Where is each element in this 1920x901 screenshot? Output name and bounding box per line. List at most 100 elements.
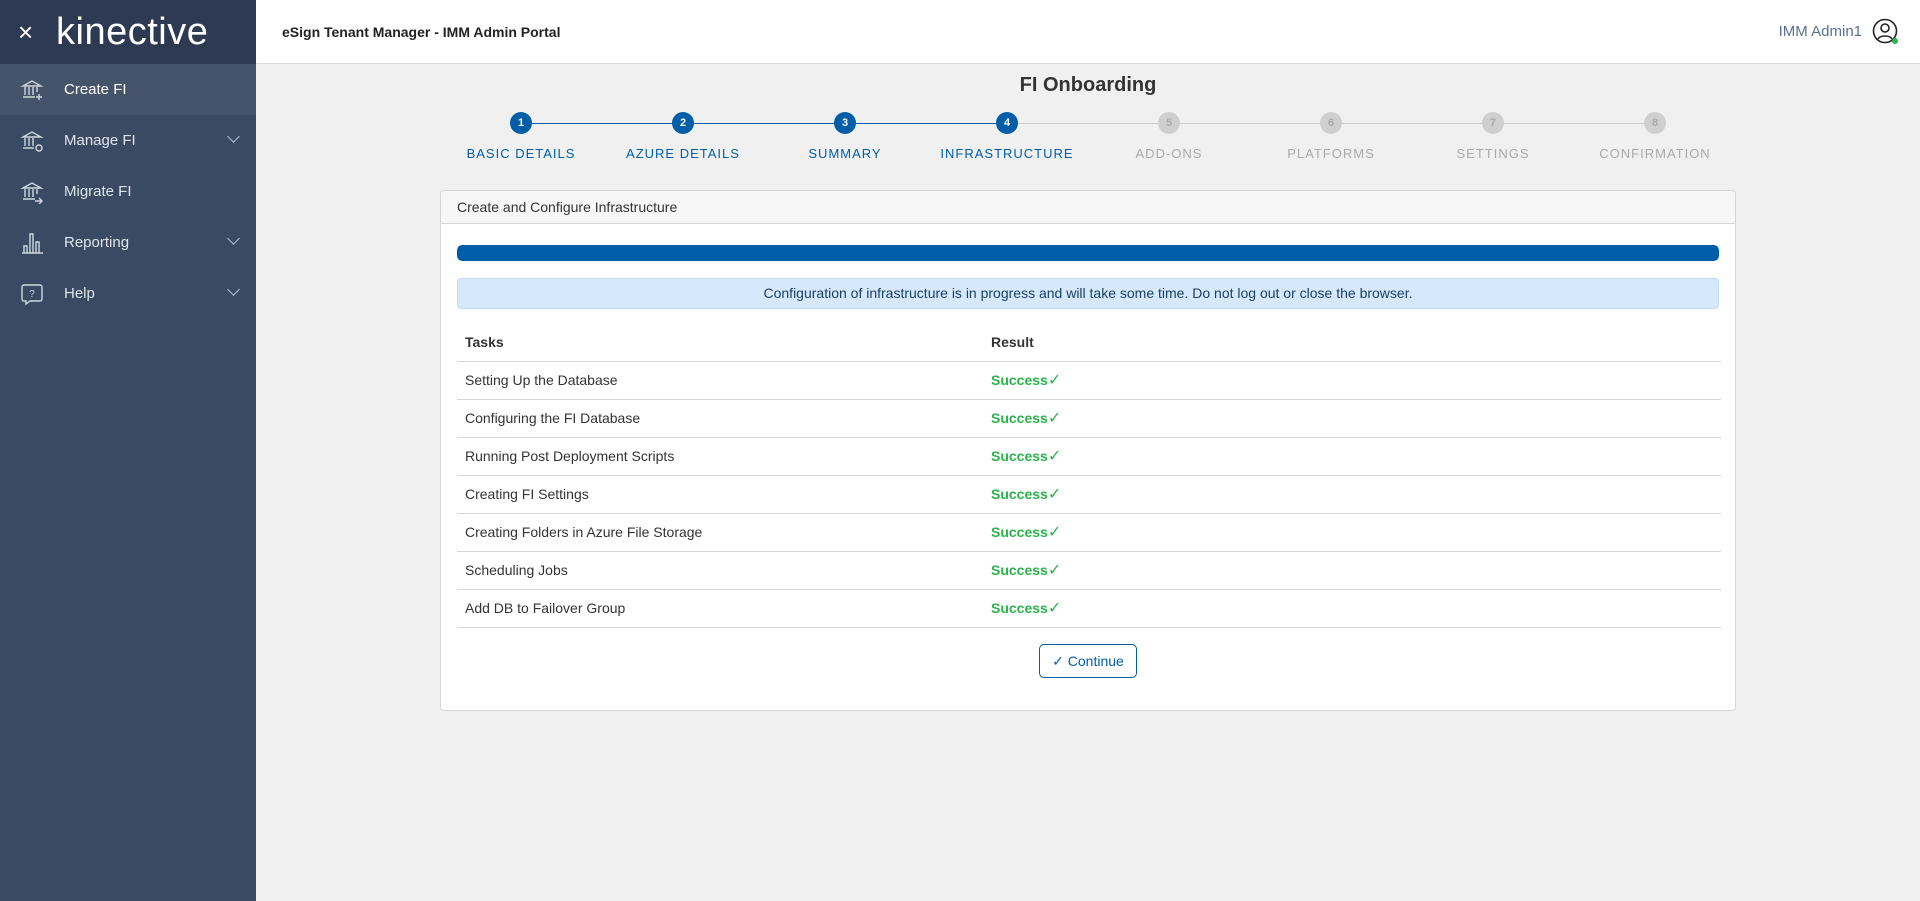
- step-number: 6: [1320, 112, 1342, 134]
- task-name: Scheduling Jobs: [457, 551, 983, 590]
- user-menu[interactable]: IMM Admin1: [1779, 18, 1898, 44]
- step-number: 4: [996, 112, 1018, 134]
- result-text: Success: [991, 600, 1048, 616]
- kinective-logo: kinective: [56, 10, 209, 53]
- step-settings[interactable]: 7 SETTINGS: [1412, 112, 1655, 161]
- task-name: Creating Folders in Azure File Storage: [457, 513, 983, 552]
- task-name: Add DB to Failover Group: [457, 589, 983, 628]
- task-result: Success✓: [983, 437, 1721, 476]
- table-row: Creating Folders in Azure File Storage Su…: [457, 513, 1721, 552]
- step-add-ons[interactable]: 5 ADD-ONS: [1088, 112, 1331, 161]
- step-number: 8: [1644, 112, 1666, 134]
- step-label: PLATFORMS: [1287, 146, 1375, 161]
- app-title: eSign Tenant Manager - IMM Admin Portal: [282, 23, 561, 40]
- bank-arrow-icon: [20, 181, 44, 204]
- logo-bar: × kinective: [0, 0, 256, 64]
- check-icon: ✓: [1047, 600, 1062, 617]
- step-connector: [1493, 123, 1655, 124]
- step-number: 3: [834, 112, 856, 134]
- user-avatar-icon[interactable]: [1872, 18, 1898, 44]
- step-number: 2: [672, 112, 694, 134]
- step-azure-details[interactable]: 2 AZURE DETAILS: [602, 112, 845, 161]
- table-row: Scheduling Jobs Success✓: [457, 551, 1721, 590]
- step-connector: [1169, 123, 1331, 124]
- check-icon: ✓: [1052, 652, 1068, 669]
- stepper: 1 BASIC DETAILS 2 AZURE DETAILS 3 SUMMARY 4 INF…: [440, 112, 1736, 161]
- table-row: Add DB to Failover Group Success✓: [457, 589, 1721, 628]
- result-text: Success: [991, 448, 1048, 464]
- continue-button[interactable]: ✓ Continue: [1039, 643, 1137, 678]
- result-text: Success: [991, 486, 1048, 502]
- step-confirmation[interactable]: 8 CONFIRMATION: [1574, 112, 1736, 161]
- check-icon: ✓: [1047, 448, 1062, 465]
- table-row: Running Post Deployment Scripts Success✓: [457, 437, 1721, 476]
- step-number: 5: [1158, 112, 1180, 134]
- task-result: Success✓: [983, 513, 1721, 552]
- user-name: IMM Admin1: [1778, 22, 1862, 40]
- bank-plus-icon: [20, 79, 44, 100]
- top-header: eSign Tenant Manager - IMM Admin Portal …: [256, 0, 1920, 64]
- chevron-down-icon[interactable]: [227, 283, 240, 296]
- step-label: AZURE DETAILS: [626, 146, 740, 161]
- task-name: Setting Up the Database: [457, 361, 983, 400]
- step-label: SETTINGS: [1456, 146, 1530, 161]
- bar-chart-icon: [22, 232, 43, 254]
- check-icon: ✓: [1047, 486, 1062, 503]
- page-title: FI Onboarding: [1019, 74, 1157, 96]
- progress-bar: [457, 245, 1719, 261]
- progress-fill: [457, 245, 1719, 261]
- chevron-down-icon[interactable]: [227, 130, 240, 143]
- table-row: Setting Up the Database Success✓: [457, 361, 1721, 400]
- card-title: Create and Configure Infrastructure: [441, 191, 1735, 224]
- step-label: ADD-ONS: [1135, 146, 1203, 161]
- sidebar-item-manage-fi[interactable]: Manage FI: [0, 115, 256, 166]
- result-text: Success: [991, 410, 1048, 426]
- sidebar-item-help[interactable]: ? Help: [0, 268, 256, 319]
- task-name: Running Post Deployment Scripts: [457, 437, 983, 476]
- continue-label: Continue: [1067, 652, 1124, 669]
- step-connector: [1331, 123, 1493, 124]
- step-label: SUMMARY: [808, 146, 882, 161]
- bank-gear-icon: [20, 130, 44, 152]
- chevron-down-icon[interactable]: [227, 232, 240, 245]
- sidebar-item-label: Create FI: [64, 81, 127, 98]
- sidebar-item-label: Migrate FI: [64, 183, 132, 200]
- task-result: Success✓: [983, 551, 1721, 590]
- info-alert: Configuration of infrastructure is in pr…: [457, 278, 1719, 309]
- task-result: Success✓: [983, 475, 1721, 514]
- step-connector: [521, 123, 683, 124]
- column-header-tasks: Tasks: [457, 323, 983, 362]
- result-text: Success: [991, 372, 1048, 388]
- step-number: 7: [1482, 112, 1504, 134]
- close-icon[interactable]: ×: [18, 17, 34, 47]
- svg-text:?: ?: [29, 289, 35, 300]
- step-connector: [1007, 123, 1169, 124]
- sidebar-item-migrate-fi[interactable]: Migrate FI: [0, 166, 256, 217]
- step-label: INFRASTRUCTURE: [940, 146, 1074, 161]
- sidebar-item-create-fi[interactable]: Create FI: [0, 64, 256, 115]
- step-label: CONFIRMATION: [1599, 146, 1711, 161]
- step-infrastructure[interactable]: 4 INFRASTRUCTURE: [926, 112, 1169, 161]
- step-platforms[interactable]: 6 PLATFORMS: [1250, 112, 1493, 161]
- sidebar-item-reporting[interactable]: Reporting: [0, 217, 256, 268]
- step-label: BASIC DETAILS: [466, 146, 576, 161]
- column-header-result: Result: [983, 323, 1721, 362]
- step-basic-details[interactable]: 1 BASIC DETAILS: [440, 112, 683, 161]
- infrastructure-card: Create and Configure Infrastructure Conf…: [440, 190, 1736, 711]
- sidebar-item-label: Reporting: [64, 234, 130, 251]
- table-row: Configuring the FI Database Success✓: [457, 399, 1721, 438]
- task-name: Creating FI Settings: [457, 475, 983, 514]
- result-text: Success: [991, 524, 1048, 540]
- check-icon: ✓: [1047, 562, 1062, 579]
- result-text: Success: [991, 562, 1048, 578]
- task-result: Success✓: [983, 589, 1721, 628]
- sidebar-item-label: Manage FI: [64, 132, 136, 149]
- step-connector: [683, 123, 845, 124]
- step-summary[interactable]: 3 SUMMARY: [764, 112, 1007, 161]
- step-number: 1: [510, 112, 532, 134]
- task-name: Configuring the FI Database: [457, 399, 983, 438]
- step-connector: [845, 123, 1007, 124]
- sidebar-item-label: Help: [64, 285, 95, 302]
- task-result: Success✓: [983, 399, 1721, 438]
- table-row: Creating FI Settings Success✓: [457, 475, 1721, 514]
